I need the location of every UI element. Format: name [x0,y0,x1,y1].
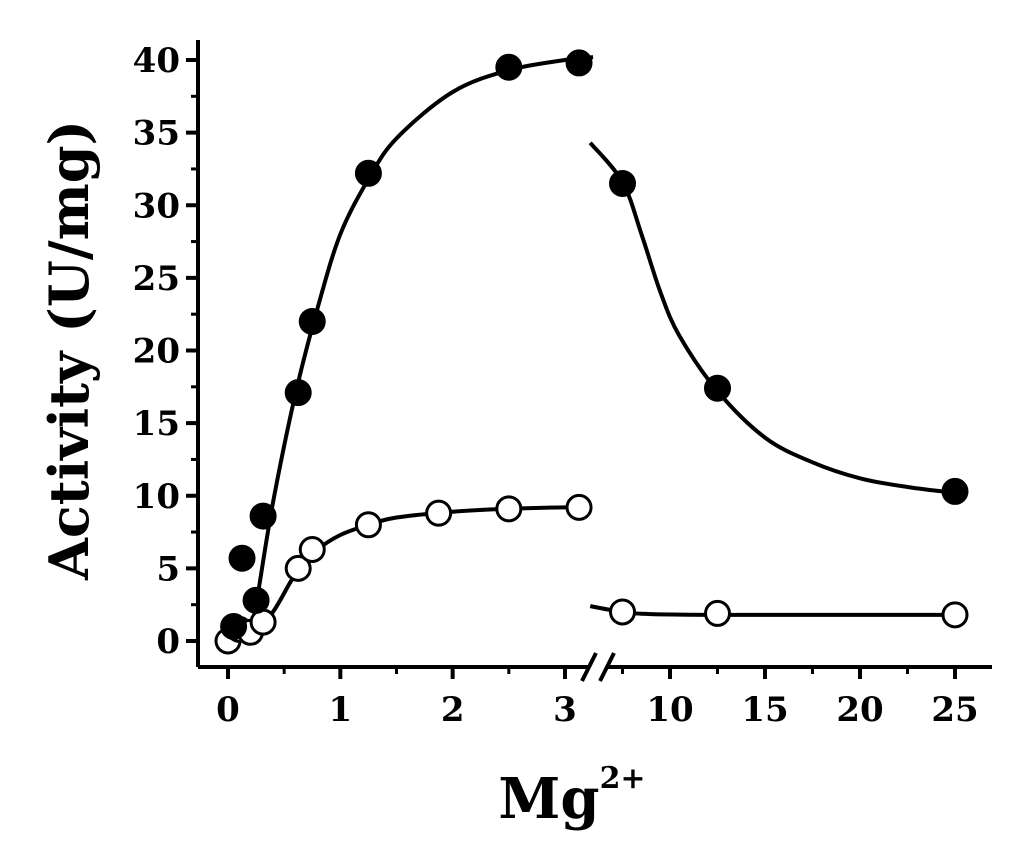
y-tick-label: 30 [133,186,180,226]
fit-curve-right [589,604,955,617]
y-axis-title: Activity (U/mg) [37,120,101,581]
y-tick-label: 5 [156,549,180,589]
data-point-filled [941,477,969,505]
axis-break-mark [580,652,598,682]
x-tick-label: 3 [553,690,577,730]
y-tick-label: 10 [133,477,180,517]
data-point-filled [220,612,248,640]
fit-curve-left [227,505,588,643]
x-axis-title-superscript: 2+ [600,761,646,796]
data-point-open [298,535,326,563]
axes: 0 5 10 15 20 25 30 35 40 0 1 2 3 10 15 20 25 [133,40,992,730]
data-point-filled [609,169,636,197]
data-point-open [941,601,969,629]
fit-curve-right [588,141,956,495]
data-point-open [284,554,312,582]
data-point-filled [284,379,312,407]
data-point-filled [495,53,523,81]
x-tick-label: 2 [441,690,465,730]
data-point-open [425,499,453,527]
plot-area [214,49,969,655]
y-tick-label: 40 [133,41,180,81]
data-point-open [354,511,382,539]
y-tick-label: 15 [133,404,180,444]
y-tick-label: 35 [133,114,180,154]
data-point-filled [242,586,270,614]
y-tick-label: 20 [133,332,180,372]
data-point-filled [565,49,593,77]
x-tick-label: 1 [328,690,352,730]
data-point-filled [704,374,731,402]
data-point-open [704,599,731,627]
axis-break-mark [598,652,616,682]
data-point-open [609,598,636,626]
x-tick-label: 0 [216,690,240,730]
x-axis-title-base: Mg [498,766,599,832]
data-point-filled [228,544,256,572]
data-point-open [495,495,523,523]
x-tick-label: 20 [836,690,883,730]
data-point-filled [298,307,326,335]
x-tick-label: 10 [646,690,693,730]
y-tick-label: 25 [133,259,180,299]
x-axis-title: Mg2+ [498,761,645,832]
data-point-open [565,493,593,521]
data-point-filled [249,502,277,530]
y-tick-label: 0 [156,622,180,662]
x-tick-label: 25 [931,690,978,730]
x-tick-label: 15 [741,690,788,730]
data-point-filled [354,159,382,187]
